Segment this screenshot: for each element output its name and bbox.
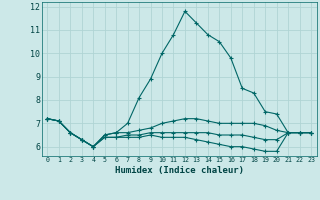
X-axis label: Humidex (Indice chaleur): Humidex (Indice chaleur): [115, 166, 244, 175]
